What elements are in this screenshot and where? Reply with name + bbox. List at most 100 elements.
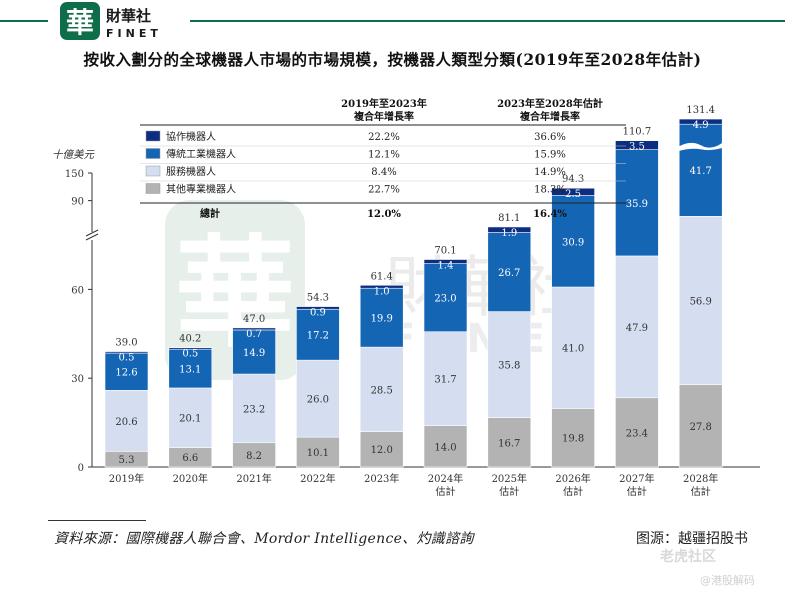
bar-segment bbox=[615, 140, 659, 150]
bar-segment bbox=[423, 263, 468, 333]
bar-segment bbox=[678, 215, 723, 386]
data-label: 0.7 bbox=[246, 329, 262, 340]
legend-swatch bbox=[145, 183, 161, 194]
logo-glyph: 華 bbox=[66, 6, 94, 39]
bar-segment bbox=[551, 286, 595, 409]
bar-segment bbox=[232, 329, 276, 375]
data-label: 13.1 bbox=[179, 365, 201, 376]
bar-segment bbox=[296, 436, 340, 468]
data-label: 56.9 bbox=[690, 297, 712, 308]
bar-segment bbox=[232, 442, 276, 468]
image-credit: 图源：越疆招股书 bbox=[636, 531, 748, 547]
watermark-handle: @港股解码 bbox=[700, 574, 755, 587]
x-tick-label: 估計 bbox=[436, 485, 456, 498]
data-label: 20.1 bbox=[179, 414, 201, 425]
logo-badge bbox=[60, 2, 100, 40]
legend-name: 服務機器人 bbox=[166, 165, 216, 178]
legend-total-cagr1: 12.0% bbox=[367, 209, 401, 220]
total-label: 110.7 bbox=[623, 127, 652, 138]
data-label: 35.9 bbox=[626, 199, 648, 210]
data-label: 1.0 bbox=[374, 286, 390, 297]
bar-segment bbox=[168, 347, 213, 350]
bar-segment bbox=[296, 308, 340, 361]
data-label: 41.0 bbox=[562, 344, 584, 355]
legend-rows: 協作機器人 22.2% 36.6% 傳統工業機器人 12.1% 15.9% 服務機器人 8.4… bbox=[140, 130, 626, 196]
x-tick-label: 估計 bbox=[627, 485, 647, 498]
data-label: 1.9 bbox=[501, 228, 517, 239]
legend-total-label: 總計 bbox=[200, 207, 220, 220]
y-tick-label: 90 bbox=[71, 197, 84, 208]
total-label: 40.2 bbox=[179, 334, 201, 345]
data-label: 23.0 bbox=[434, 294, 456, 305]
total-label: 47.0 bbox=[243, 314, 265, 325]
total-label: 81.1 bbox=[498, 213, 520, 224]
legend-name: 其他專業機器人 bbox=[166, 183, 236, 196]
bars: 5.3 20.6 12.6 0.5 39.0 6.6 20.1 13.1 0.5 40.2 8.2 2… bbox=[104, 105, 725, 468]
x-tick-label: 2027年 bbox=[619, 472, 654, 485]
data-label: 12.0 bbox=[371, 445, 393, 456]
x-tick-label: 2028年 bbox=[683, 472, 718, 485]
bar-segment bbox=[359, 431, 404, 468]
data-label: 12.6 bbox=[115, 368, 137, 379]
legend-cagr2: 14.9% bbox=[534, 167, 566, 178]
data-label: 28.5 bbox=[371, 385, 393, 396]
logo-name-en: FINET bbox=[106, 27, 162, 40]
bar-segment bbox=[678, 123, 723, 217]
legend-col2-header-1: 2023年至2028年估計 bbox=[497, 97, 603, 110]
y-tick-label: 30 bbox=[71, 374, 84, 385]
x-tick-label: 估計 bbox=[691, 485, 711, 498]
legend-swatch bbox=[145, 165, 161, 177]
bar-segment bbox=[551, 408, 595, 468]
legend-name: 協作機器人 bbox=[166, 130, 216, 143]
total-label: 39.0 bbox=[115, 338, 137, 349]
data-label: 2.5 bbox=[565, 189, 581, 200]
bar-segment bbox=[487, 232, 532, 312]
legend-cagr1: 8.4% bbox=[371, 167, 396, 178]
data-label: 30.9 bbox=[562, 237, 584, 248]
y-tick-label: 0 bbox=[78, 463, 84, 474]
watermark-cn: 財華社 bbox=[385, 249, 583, 326]
y-tick-label: 150 bbox=[65, 169, 84, 180]
bar-segment bbox=[296, 306, 340, 310]
bar-segment bbox=[423, 259, 468, 264]
total-label: 131.4 bbox=[686, 105, 715, 116]
bar-segment bbox=[104, 390, 149, 452]
data-label: 19.9 bbox=[371, 314, 393, 325]
legend-cagr2: 18.3% bbox=[534, 185, 566, 196]
legend-cagr2: 15.9% bbox=[534, 150, 566, 161]
bar-break-mark bbox=[677, 141, 725, 152]
data-label: 16.7 bbox=[498, 438, 520, 449]
data-label: 0.9 bbox=[310, 308, 326, 319]
legend-cagr1: 22.2% bbox=[368, 132, 400, 143]
legend-total-cagr2: 16.4% bbox=[533, 209, 567, 220]
data-label: 17.2 bbox=[307, 331, 329, 342]
data-label: 26.7 bbox=[498, 268, 520, 279]
x-tick-label: 估計 bbox=[563, 485, 583, 498]
bar-segment bbox=[551, 195, 595, 288]
bar-segment bbox=[359, 287, 404, 348]
footer-rule bbox=[48, 520, 146, 521]
legend-cagr1: 22.7% bbox=[368, 185, 400, 196]
data-label: 3.5 bbox=[629, 142, 645, 153]
x-tick-label: 2025年 bbox=[492, 472, 527, 485]
data-label: 4.9 bbox=[693, 120, 709, 131]
brand-header: 華 財華社 FINET bbox=[0, 2, 785, 40]
x-tick-label: 估計 bbox=[499, 485, 519, 498]
bar-segment bbox=[487, 226, 532, 233]
data-label: 26.0 bbox=[307, 395, 329, 406]
bar-segment bbox=[487, 311, 532, 418]
total-label: 61.4 bbox=[371, 271, 393, 282]
data-label: 0.5 bbox=[182, 349, 198, 360]
data-label: 1.4 bbox=[438, 261, 454, 272]
total-label: 54.3 bbox=[307, 293, 329, 304]
legend-swatch bbox=[145, 148, 161, 159]
bar-segment bbox=[168, 387, 213, 448]
data-label: 35.8 bbox=[498, 361, 520, 372]
data-label: 5.3 bbox=[119, 455, 135, 466]
bar-segment bbox=[551, 187, 595, 196]
bar-segment bbox=[487, 417, 532, 468]
legend-swatch bbox=[145, 130, 161, 142]
y-axis-break-mark bbox=[85, 229, 99, 237]
data-label: 14.0 bbox=[434, 442, 456, 453]
chart-title: 按收入劃分的全球機器人市場的市場規模，按機器人類型分類(2019年至2028年估… bbox=[83, 50, 702, 69]
